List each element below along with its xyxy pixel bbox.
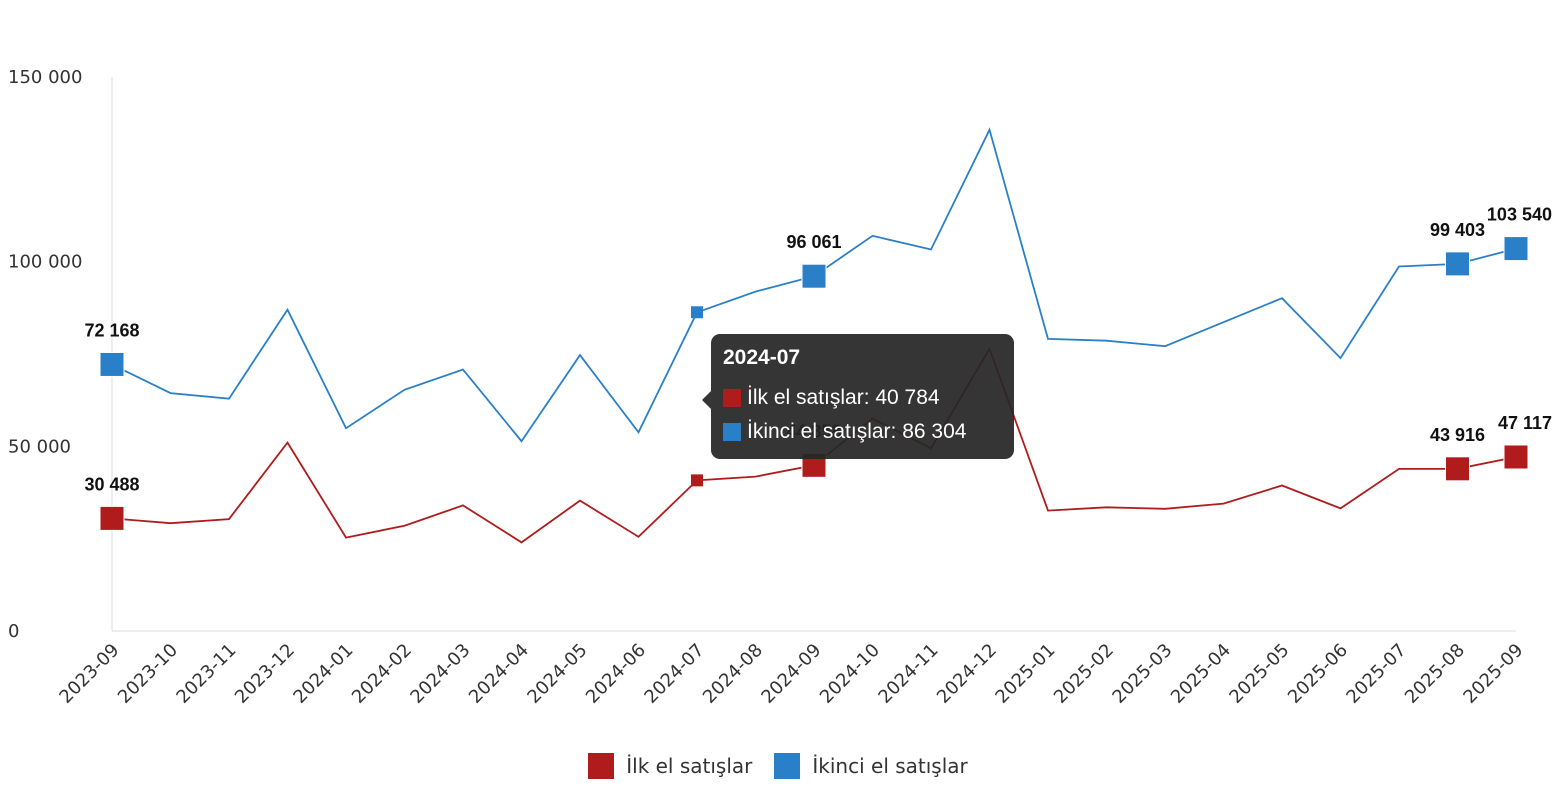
data-label: 103 540 (1487, 205, 1552, 225)
hover-point-marker (691, 474, 703, 487)
data-point-marker (801, 263, 827, 289)
tooltip-title: 2024-07 (723, 346, 801, 369)
hover-point-marker (691, 306, 703, 319)
data-label: 72 168 (84, 320, 139, 340)
x-tick-label: 2025-04 (1167, 640, 1235, 708)
x-tick-label: 2023-11 (172, 640, 240, 708)
data-label: 96 061 (786, 232, 841, 252)
x-tick-label: 2024-02 (348, 640, 416, 708)
data-label: 99 403 (1430, 220, 1485, 240)
data-point-marker (1503, 236, 1529, 262)
tooltip-row-ilk-el: İlk el satışlar: 40 784 (723, 386, 1002, 410)
legend-item-ikinci-el[interactable]: İkinci el satışlar (774, 753, 968, 779)
x-tick-label: 2024-10 (816, 640, 884, 708)
data-point-marker (1503, 444, 1529, 470)
x-tick-label: 2023-12 (231, 640, 299, 708)
x-tick-label: 2025-07 (1342, 640, 1410, 708)
data-point-marker (1445, 251, 1470, 277)
legend: İlk el satışlar İkinci el satışlar (0, 753, 1556, 779)
x-tick-label: 2025-05 (1225, 640, 1293, 708)
x-tick-label: 2023-09 (55, 640, 123, 708)
x-tick-label: 2025-09 (1459, 640, 1527, 708)
x-tick-label: 2024-09 (757, 640, 825, 708)
tooltip-swatch (723, 423, 741, 441)
x-tick-label: 2023-10 (114, 640, 182, 708)
data-point-marker (99, 505, 125, 531)
x-tick-label: 2024-03 (406, 640, 474, 708)
data-point-marker (99, 351, 125, 377)
x-tick-label: 2025-03 (1108, 640, 1176, 708)
legend-label: İkinci el satışlar (812, 754, 968, 778)
y-tick-label: 50 000 (8, 436, 71, 457)
x-tick-label: 2024-05 (523, 640, 591, 708)
x-tick-label: 2024-01 (289, 640, 357, 708)
y-axis-ticks: 0 50 000 100 000 150 000 (8, 67, 82, 642)
legend-label: İlk el satışlar (626, 754, 753, 778)
x-tick-label: 2025-02 (1050, 640, 1118, 708)
x-tick-label: 2025-08 (1401, 640, 1469, 708)
x-tick-label: 2024-04 (465, 640, 533, 708)
x-tick-label: 2024-06 (582, 640, 650, 708)
x-axis-ticks: 2023-092023-102023-112023-122024-012024-… (55, 640, 1527, 708)
x-tick-label: 2025-06 (1284, 640, 1352, 708)
y-tick-label: 100 000 (8, 252, 82, 273)
data-label: 47 117 (1498, 413, 1552, 433)
legend-item-ilk-el[interactable]: İlk el satışlar (588, 753, 752, 779)
x-tick-label: 2024-11 (874, 640, 942, 708)
tooltip-swatch (723, 389, 741, 407)
x-tick-label: 2025-01 (991, 640, 1059, 708)
tooltip-row-text: İlk el satışlar: 40 784 (747, 386, 940, 409)
tooltip: 2024-07 İlk el satışlar: 40 784 İkinci e… (702, 334, 1014, 459)
x-tick-label: 2024-08 (699, 640, 767, 708)
tooltip-row-text: İkinci el satışlar: 86 304 (747, 420, 967, 443)
legend-swatch-ilk-el (588, 753, 615, 779)
y-tick-label: 150 000 (8, 67, 82, 88)
data-label: 43 916 (1430, 425, 1485, 445)
x-tick-label: 2024-12 (933, 640, 1001, 708)
data-point-marker (1445, 456, 1470, 482)
tooltip-row-ikinci-el: İkinci el satışlar: 86 304 (723, 420, 1002, 444)
y-tick-label: 0 (8, 621, 19, 642)
series-markers (99, 236, 1529, 531)
x-tick-label: 2024-07 (640, 640, 708, 708)
data-label: 30 488 (84, 474, 139, 494)
legend-swatch-ikinci-el (774, 753, 801, 779)
